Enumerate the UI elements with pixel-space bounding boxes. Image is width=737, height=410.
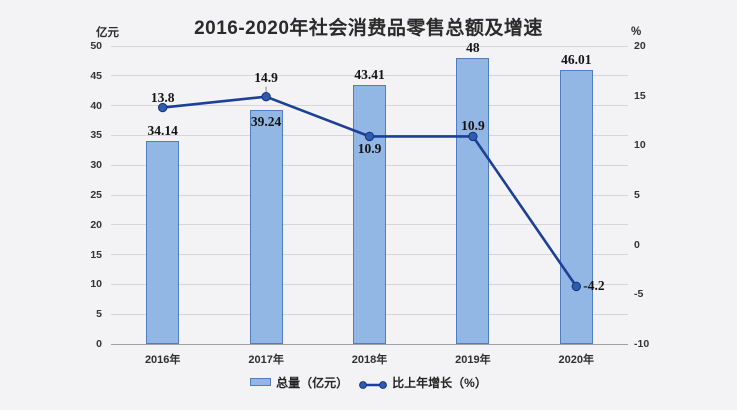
left-axis-tick-label: 20 bbox=[90, 218, 102, 231]
line-point-marker bbox=[468, 131, 478, 142]
legend: 总量（亿元） 比上年增长（%） bbox=[0, 374, 737, 390]
right-axis-tick-label: 0 bbox=[634, 238, 640, 251]
bar-value-label: 46.01 bbox=[561, 51, 592, 67]
line-point-marker bbox=[158, 102, 168, 113]
legend-line-swatch-icon bbox=[359, 377, 388, 389]
growth-line bbox=[162, 95, 578, 288]
grid-line bbox=[111, 45, 628, 47]
left-axis-tick-label: 0 bbox=[96, 338, 102, 350]
bar bbox=[146, 140, 180, 344]
left-axis-unit-label: 亿元 bbox=[96, 27, 119, 39]
left-axis-tick-label: 30 bbox=[90, 159, 102, 172]
bar bbox=[559, 69, 593, 344]
left-axis-tick-label: 35 bbox=[90, 129, 102, 142]
legend-bar-label: 总量（亿元） bbox=[276, 375, 349, 390]
bar-value-label: 39.24 bbox=[250, 114, 282, 130]
left-axis-tick-label: 10 bbox=[90, 278, 102, 291]
grid-line bbox=[111, 343, 628, 345]
x-axis-category-label: 2017年 bbox=[248, 354, 284, 366]
growth-line-chart bbox=[158, 86, 581, 292]
x-axis-category-label: 2019年 bbox=[455, 354, 491, 366]
left-axis-tick-label: 45 bbox=[90, 69, 102, 82]
line-value-label: -4.2 bbox=[583, 278, 605, 294]
bar bbox=[456, 57, 490, 344]
right-axis-unit-label: % bbox=[631, 26, 642, 38]
legend-bar-swatch-icon bbox=[250, 378, 272, 386]
x-axis-category-label: 2016年 bbox=[144, 354, 181, 366]
right-axis-tick-label: 20 bbox=[634, 40, 646, 52]
grid-line bbox=[111, 75, 628, 77]
line-value-label: 13.8 bbox=[150, 89, 175, 105]
chart-title: 2016-2020年社会消费品零售总额及增速 bbox=[194, 18, 543, 39]
line-value-label: 14.9 bbox=[254, 69, 278, 85]
right-axis-tick-label: 10 bbox=[634, 139, 646, 152]
right-axis-tick-label: 5 bbox=[634, 189, 640, 201]
right-axis-tick-label: -10 bbox=[634, 338, 650, 350]
bar-value-label: 34.14 bbox=[147, 122, 178, 138]
legend-line-label: 比上年增长（%） bbox=[392, 375, 487, 390]
bar bbox=[353, 85, 386, 344]
line-point-marker bbox=[571, 281, 581, 292]
line-value-label: 10.9 bbox=[357, 141, 382, 157]
right-axis-tick-label: -5 bbox=[634, 288, 644, 301]
bar-value-label: 43.41 bbox=[354, 67, 385, 83]
line-point-marker bbox=[261, 91, 271, 102]
right-axis-tick-label: 15 bbox=[634, 89, 646, 102]
line-value-label: 10.9 bbox=[461, 118, 485, 134]
left-axis-tick-label: 15 bbox=[90, 248, 102, 261]
line-point-marker bbox=[364, 131, 375, 142]
left-axis-tick-label: 5 bbox=[96, 308, 102, 321]
bar-value-label: 48 bbox=[466, 39, 480, 55]
left-axis-tick-label: 40 bbox=[90, 99, 102, 112]
left-axis-tick-label: 50 bbox=[90, 40, 102, 52]
x-axis-category-label: 2018年 bbox=[351, 354, 388, 366]
x-axis-category-label: 2020年 bbox=[558, 354, 595, 366]
bar bbox=[249, 110, 283, 344]
left-axis-tick-label: 25 bbox=[90, 189, 102, 201]
